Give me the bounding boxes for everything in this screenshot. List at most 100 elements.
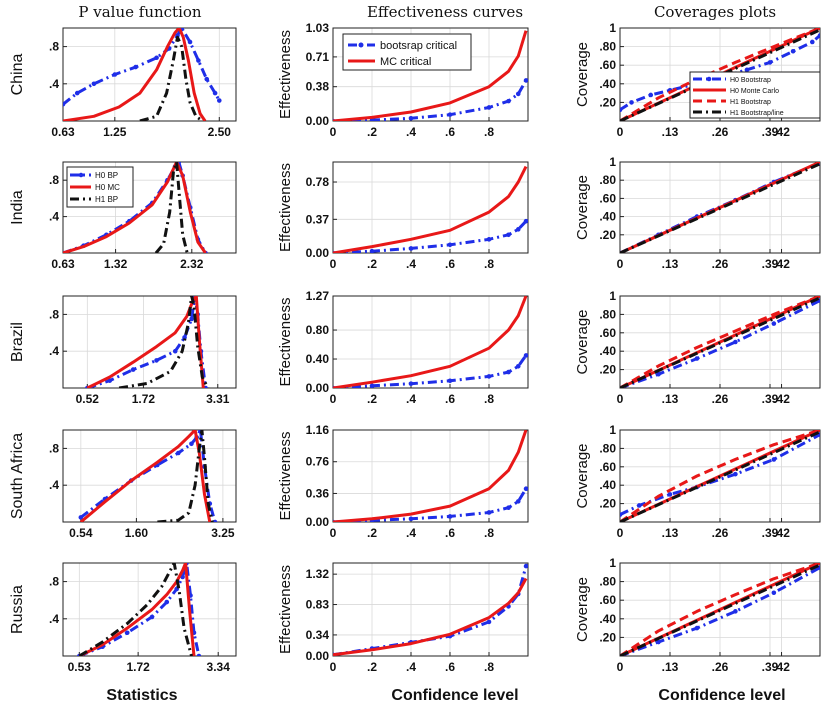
- legend-marker: [358, 42, 364, 48]
- series-line-h0-bootstrap: [620, 299, 820, 388]
- y-tick-label: .60: [599, 593, 616, 607]
- y-tick-label: .20: [599, 630, 616, 644]
- data-point: [506, 98, 511, 104]
- data-point: [447, 242, 453, 248]
- data-point: [130, 367, 136, 372]
- x-tick-label: 0.54: [69, 526, 93, 540]
- data-point: [216, 98, 222, 103]
- y-tick-label: 1: [609, 289, 616, 303]
- legend-pvalue: H0 BP H0 MC H1 BP: [66, 166, 134, 208]
- x-tick-label: .4: [406, 257, 416, 271]
- data-point: [515, 499, 521, 504]
- legend-label: H1 Bootstrap: [730, 99, 771, 106]
- data-point: [408, 516, 414, 522]
- data-point: [817, 33, 820, 38]
- data-point: [790, 48, 796, 54]
- series-line-h1-bootstrap-line: [620, 563, 820, 656]
- data-point: [91, 81, 97, 87]
- y-tick-label: 0.36: [306, 486, 330, 500]
- x-tick-label: .13: [662, 257, 679, 271]
- series-group: [333, 30, 528, 121]
- data-point: [154, 55, 159, 61]
- series-line-bootsrap-critical: [333, 79, 528, 121]
- y-label-cov: Coverage: [574, 175, 591, 240]
- y-label-eff: Effectiveness: [277, 432, 294, 521]
- y-tick-label: .4: [49, 344, 59, 358]
- x-tick-label: 1.32: [104, 257, 128, 271]
- y-label-cov: Coverage: [574, 309, 591, 374]
- series-group: [77, 563, 202, 656]
- row-label: South Africa: [9, 433, 26, 519]
- x-tick-label: .39: [762, 125, 779, 139]
- axes-frame: [62, 429, 237, 523]
- y-tick-label: .20: [599, 497, 616, 511]
- y-tick-label: .8: [49, 40, 59, 54]
- legend-label: bootsrap critical: [380, 40, 457, 52]
- series-group: [333, 296, 528, 388]
- data-point: [447, 112, 453, 117]
- x-tick-label: .2: [367, 660, 377, 674]
- data-point: [149, 614, 155, 620]
- data-point: [369, 383, 375, 388]
- x-tick-label: 3.25: [211, 526, 235, 540]
- x-tick-label: 0.63: [51, 125, 75, 139]
- y-tick-label: .60: [599, 460, 616, 474]
- x-tick-label: 2.50: [208, 125, 232, 139]
- series-line-h1-bp: [157, 430, 214, 522]
- data-point: [733, 471, 738, 477]
- axes-frame: [62, 27, 237, 122]
- series-line-h0-monte-carlo: [620, 563, 820, 656]
- row-label: China: [9, 54, 26, 96]
- data-point: [694, 356, 700, 361]
- data-point: [107, 378, 113, 383]
- x-tick-label: .42: [773, 392, 790, 406]
- series-line-mc-critical: [333, 165, 528, 253]
- series-group: [620, 563, 820, 656]
- panel-pvalue-china: 0.63 1.25 2.50 .4 .8: [49, 27, 237, 139]
- y-tick-label: .20: [599, 95, 616, 109]
- data-point: [63, 101, 66, 107]
- panel-pvalue-russia: 0.53 1.72 3.34 .4 .8: [49, 562, 237, 674]
- x-tick-label: .2: [367, 257, 377, 271]
- data-point: [810, 39, 815, 45]
- data-point: [78, 515, 84, 520]
- legend-label: H0 Monte Carlo: [730, 88, 779, 95]
- y-tick-label: .80: [599, 307, 616, 321]
- y-tick-label: .4: [49, 612, 59, 626]
- x-tick-label: .8: [484, 392, 494, 406]
- data-point: [182, 335, 187, 340]
- data-point: [408, 246, 414, 251]
- panel-eff-russia: 0 .2 .4 .6 .8 0.00 0.34 0.83 1.32: [306, 562, 529, 674]
- y-tick-label: 1.27: [306, 289, 330, 303]
- axes-frame: [332, 295, 529, 389]
- y-tick-label: .40: [599, 344, 616, 358]
- data-point: [486, 619, 492, 625]
- y-tick-label: 1: [609, 556, 616, 570]
- x-tick-label: .6: [445, 392, 455, 406]
- data-point: [74, 90, 80, 96]
- data-point: [124, 630, 130, 636]
- data-point: [648, 92, 654, 98]
- x-tick-label: 1.25: [103, 125, 127, 139]
- x-tick-label: .6: [445, 526, 455, 540]
- x-tick-label: 3.31: [206, 392, 230, 406]
- y-tick-label: .40: [599, 478, 616, 492]
- x-tick-label: 0: [330, 526, 337, 540]
- data-point: [204, 76, 210, 82]
- data-point: [112, 72, 118, 77]
- y-tick-label: 0.00: [306, 649, 330, 663]
- axes-frame: [332, 429, 529, 523]
- legend-label: H0 Bootstrap: [730, 77, 771, 84]
- series-group: [620, 296, 820, 388]
- series-group: [333, 165, 528, 253]
- x-tick-label: 0: [330, 392, 337, 406]
- x-tick-label: 0.52: [76, 392, 100, 406]
- series-group: [620, 430, 820, 522]
- y-tick-label: 1: [609, 423, 616, 437]
- y-label-eff: Effectiveness: [277, 163, 294, 252]
- data-point: [486, 374, 492, 379]
- data-point: [515, 227, 521, 232]
- x-tick-label: .6: [445, 257, 455, 271]
- x-tick-label: .42: [773, 526, 790, 540]
